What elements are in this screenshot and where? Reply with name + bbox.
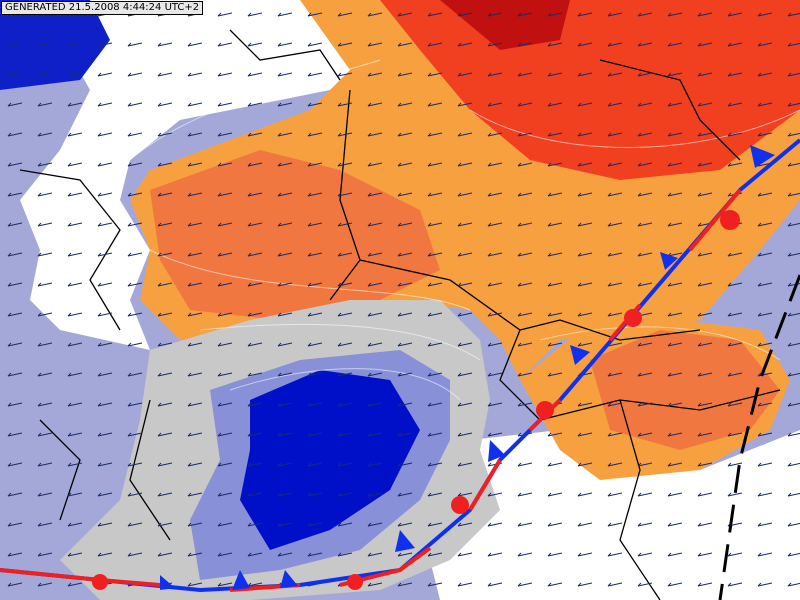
generated-timestamp: GENERATED 21.5.2008 4:44:24 UTC+2 [1,1,204,15]
trough-line [718,274,800,600]
front-triangles [160,145,775,590]
front-semicircles [92,210,740,590]
